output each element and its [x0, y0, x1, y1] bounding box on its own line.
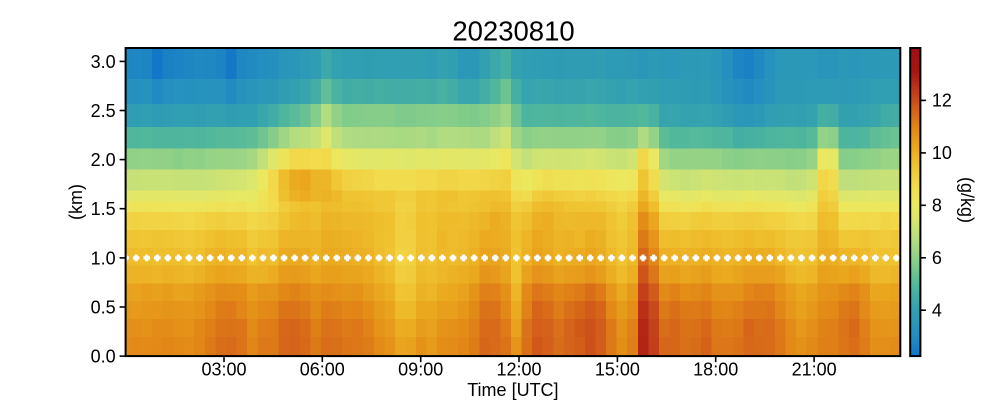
svg-text:0.0: 0.0: [91, 347, 116, 367]
svg-text:21:00: 21:00: [792, 360, 837, 380]
svg-text:06:00: 06:00: [300, 360, 345, 380]
svg-text:6: 6: [932, 248, 942, 268]
svg-text:20230810: 20230810: [452, 16, 574, 47]
svg-text:03:00: 03:00: [201, 360, 246, 380]
svg-text:8: 8: [932, 196, 942, 216]
svg-text:15:00: 15:00: [595, 360, 640, 380]
svg-text:1.5: 1.5: [91, 199, 116, 219]
svg-text:4: 4: [932, 300, 942, 320]
svg-text:0.5: 0.5: [91, 298, 116, 318]
svg-text:(km): (km): [66, 184, 86, 220]
svg-text:1.0: 1.0: [91, 248, 116, 268]
svg-text:10: 10: [932, 143, 952, 163]
svg-text:2.0: 2.0: [91, 150, 116, 170]
svg-text:18:00: 18:00: [693, 360, 738, 380]
svg-text:2.5: 2.5: [91, 101, 116, 121]
svg-text:12:00: 12:00: [496, 360, 541, 380]
svg-text:09:00: 09:00: [398, 360, 443, 380]
svg-text:Time [UTC]: Time [UTC]: [467, 380, 558, 400]
svg-text:(g/kg): (g/kg): [957, 177, 977, 223]
svg-text:12: 12: [932, 91, 952, 111]
svg-text:3.0: 3.0: [91, 52, 116, 72]
